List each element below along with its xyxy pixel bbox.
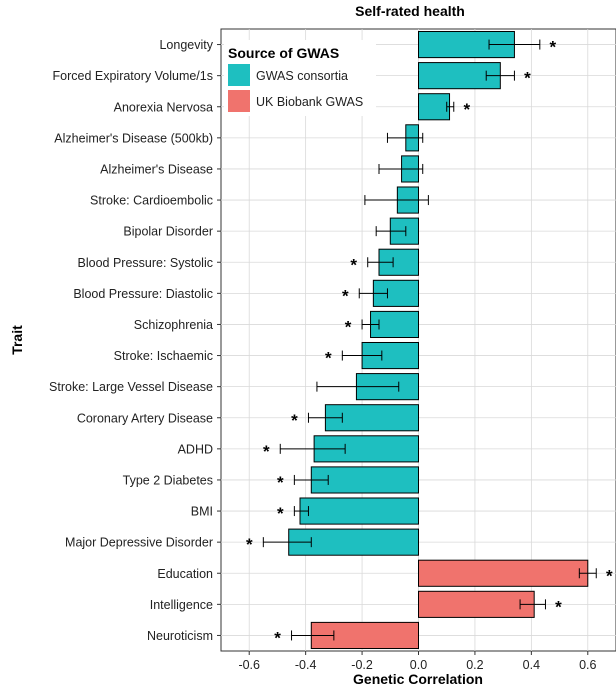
error-bars-group [262, 39, 597, 641]
legend-swatch [228, 64, 250, 86]
legend-label: UK Biobank GWAS [256, 95, 363, 109]
significance-star: * [325, 349, 332, 368]
significance-star: * [246, 535, 253, 554]
significance-star: * [606, 566, 613, 585]
y-tick-label: Longevity [159, 38, 213, 52]
y-tick-label: ADHD [178, 442, 213, 456]
significance-markers-group: *************** [246, 38, 613, 648]
significance-star: * [345, 317, 352, 336]
bar [299, 497, 419, 525]
significance-star: * [274, 628, 281, 647]
bar [418, 559, 589, 587]
significance-star: * [524, 69, 531, 88]
y-tick-label: Schizophrenia [134, 318, 213, 332]
x-tick-label: 0.0 [410, 658, 427, 672]
y-tick-label: Coronary Artery Disease [77, 411, 213, 425]
significance-star: * [550, 38, 557, 57]
legend-title: Source of GWAS [228, 45, 339, 61]
y-tick-label: Stroke: Cardioembolic [90, 194, 213, 208]
y-tick-label: Education [157, 567, 213, 581]
significance-star: * [342, 286, 349, 305]
legend-label: GWAS consortia [256, 69, 348, 83]
y-tick-label: Stroke: Large Vessel Disease [49, 380, 213, 394]
bar [378, 248, 419, 276]
significance-star: * [277, 473, 284, 492]
x-tick-labels: -0.6 -0.4 -0.2 0.0 0.2 0.4 0.6 [238, 651, 597, 672]
x-tick-label: 0.2 [466, 658, 483, 672]
significance-star: * [463, 100, 470, 119]
y-tick-label: Alzheimer's Disease (500kb) [54, 131, 213, 145]
bar [310, 466, 419, 494]
y-tick-label: Blood Pressure: Diastolic [73, 287, 213, 301]
y-tick-label: Intelligence [150, 598, 213, 612]
significance-star: * [291, 411, 298, 430]
y-tick-labels: Longevity Forced Expiratory Volume/1s Anor… [49, 38, 221, 643]
significance-star: * [555, 597, 562, 616]
legend: Source of GWAS GWAS consortia UK Biobank … [224, 40, 376, 116]
x-tick-label: 0.4 [523, 658, 540, 672]
y-tick-label: Neuroticism [147, 629, 213, 643]
x-tick-label: 0.6 [579, 658, 596, 672]
y-tick-label: Type 2 Diabetes [123, 473, 213, 487]
y-tick-label: Forced Expiratory Volume/1s [53, 69, 214, 83]
chart-title: Self-rated health [355, 3, 465, 19]
y-tick-label: Stroke: Ischaemic [114, 349, 213, 363]
y-tick-label: Bipolar Disorder [123, 225, 213, 239]
x-tick-label: -0.2 [351, 658, 373, 672]
x-tick-label: -0.4 [295, 658, 317, 672]
significance-star: * [350, 255, 357, 274]
legend-entries: GWAS consortia UK Biobank GWAS [228, 64, 363, 112]
bar [418, 93, 451, 121]
significance-star: * [263, 442, 270, 461]
x-tick-label: -0.6 [238, 658, 260, 672]
y-tick-label: BMI [191, 505, 213, 519]
x-axis-label: Genetic Correlation [353, 671, 483, 687]
legend-swatch [228, 90, 250, 112]
y-tick-label: Blood Pressure: Systolic [78, 256, 213, 270]
y-axis-label: Trait [9, 325, 25, 355]
bar [418, 590, 535, 618]
y-tick-label: Anorexia Nervosa [114, 100, 213, 114]
y-tick-label: Major Depressive Disorder [65, 536, 213, 550]
significance-star: * [277, 504, 284, 523]
y-tick-label: Alzheimer's Disease [100, 162, 213, 176]
